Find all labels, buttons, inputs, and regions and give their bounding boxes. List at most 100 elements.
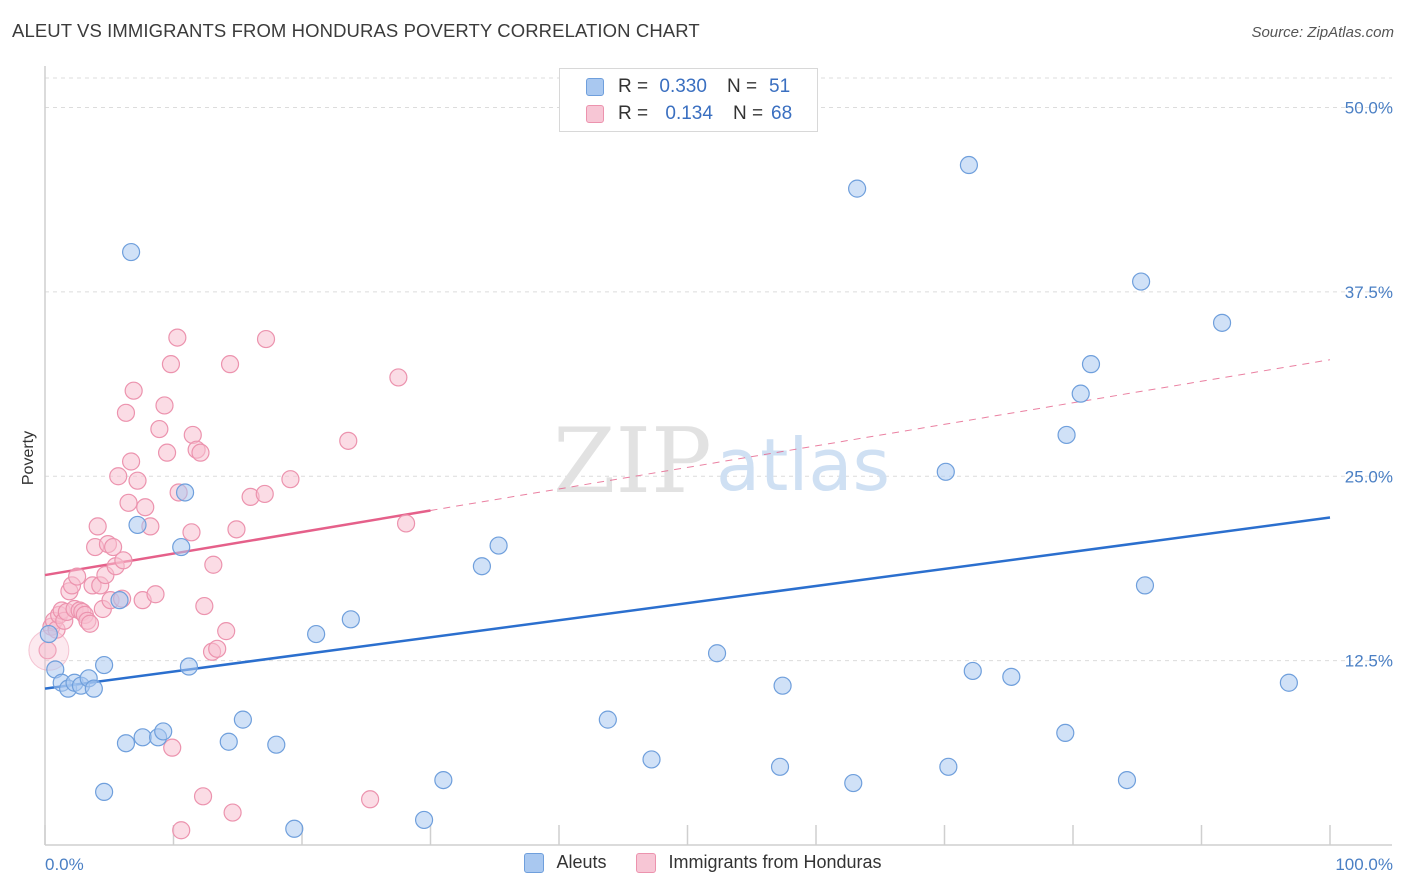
aleut-point	[472, 557, 491, 576]
honduras-point	[223, 803, 242, 822]
aleut-point	[848, 179, 867, 198]
legend-n-value-honduras: 68	[771, 103, 793, 124]
legend-swatch-aleuts	[586, 78, 604, 96]
honduras-point	[114, 551, 133, 570]
honduras-point	[396, 514, 416, 533]
aleut-point	[963, 661, 982, 681]
honduras-point	[204, 555, 223, 574]
honduras-point	[109, 467, 128, 486]
honduras-point	[80, 614, 100, 633]
honduras-point	[182, 523, 201, 542]
honduras-point	[128, 471, 147, 490]
aleut-point	[1056, 723, 1075, 743]
x-tick-label-max: 100.0%	[1335, 855, 1393, 874]
honduras-point	[68, 567, 87, 586]
aleut-point	[1081, 355, 1101, 374]
aleut-point	[939, 757, 958, 776]
aleut-points	[39, 155, 1298, 838]
aleut-point	[219, 732, 238, 751]
honduras-point	[193, 787, 213, 806]
honduras-point	[281, 470, 300, 489]
legend-r-value-honduras: 0.134	[665, 103, 713, 124]
legend-n-value-aleuts: 51	[769, 76, 791, 97]
legend-r-label: R =	[618, 103, 649, 124]
aleut-point	[121, 242, 141, 262]
x-tick-label-min: 0.0%	[45, 855, 84, 874]
legend-n-label: N =	[726, 76, 758, 97]
honduras-point	[150, 419, 169, 439]
aleut-point	[95, 655, 114, 675]
honduras-point	[119, 493, 138, 512]
aleut-point	[773, 676, 792, 695]
honduras-point	[168, 328, 187, 347]
legend-swatch-honduras	[586, 105, 604, 123]
honduras-point	[161, 355, 181, 374]
honduras-point	[361, 790, 380, 809]
legend-r-label: R =	[618, 76, 649, 97]
aleut-point	[285, 819, 304, 838]
aleut-point	[84, 679, 103, 698]
aleut-point	[434, 770, 453, 790]
aleut-point	[267, 735, 286, 754]
aleut-point	[133, 728, 152, 747]
honduras-point	[208, 639, 227, 658]
honduras-point	[116, 403, 136, 422]
aleut-point	[154, 722, 173, 741]
legend: R = 0.330 N = 51 R = 0.134 N = 68	[559, 68, 818, 132]
honduras-point	[172, 821, 191, 840]
honduras-points	[28, 328, 416, 840]
aleut-point	[1279, 673, 1298, 692]
bottom-legend-swatch-aleuts	[524, 852, 545, 873]
legend-n-label: N =	[732, 103, 764, 124]
source-label: Source: ZipAtlas.com	[1251, 24, 1394, 41]
bottom-legend-swatch-honduras	[636, 852, 657, 873]
honduras-point	[157, 443, 177, 462]
watermark-zip: ZIP	[553, 409, 712, 514]
aleut-point	[770, 757, 790, 776]
watermark-atlas: atlas	[716, 423, 890, 507]
y-axis-label: Poverty	[20, 431, 37, 485]
honduras-point	[163, 738, 182, 757]
aleut-point	[1212, 313, 1232, 332]
honduras-point	[146, 585, 165, 604]
aleut-point	[598, 710, 617, 729]
honduras-point	[191, 443, 210, 462]
aleut-point	[179, 657, 199, 676]
tick-labels: 12.5% 25.0% 37.5% 50.0% 0.0% 100.0%	[45, 99, 1393, 875]
aleut-point	[1132, 272, 1151, 291]
aleut-point	[175, 483, 195, 502]
aleut-point	[341, 610, 360, 629]
aleut-point	[642, 750, 661, 769]
aleut-point	[1002, 667, 1021, 686]
honduras-point	[220, 355, 240, 374]
aleut-point	[307, 624, 326, 644]
honduras-point	[88, 517, 107, 536]
bottom-legend: Aleuts Immigrants from Honduras	[0, 852, 1406, 873]
aleut-point	[959, 155, 979, 175]
bottom-legend-label-aleuts: Aleuts	[556, 852, 607, 872]
honduras-point	[155, 396, 174, 415]
aleut-point	[233, 710, 252, 729]
honduras-trend-line-extension	[430, 359, 1331, 511]
honduras-point	[136, 498, 155, 517]
y-tick-label: 37.5%	[1345, 283, 1393, 302]
y-tick-label: 25.0%	[1345, 467, 1393, 486]
aleut-point	[707, 644, 727, 663]
aleut-point	[95, 782, 114, 802]
legend-r-value-aleuts: 0.330	[659, 76, 707, 97]
aleut-point	[1117, 770, 1137, 790]
legend-row-aleuts: R = 0.330 N = 51	[586, 75, 790, 99]
bottom-legend-aleuts: Aleuts	[524, 852, 606, 873]
aleut-point	[489, 536, 508, 555]
honduras-point	[256, 329, 276, 349]
aleut-point	[1071, 384, 1090, 403]
aleut-trend-line	[44, 516, 1331, 690]
honduras-point	[104, 537, 123, 557]
honduras-point	[195, 596, 214, 616]
aleut-point	[844, 773, 863, 793]
honduras-point	[389, 368, 408, 387]
aleut-point	[414, 810, 434, 830]
honduras-point	[227, 520, 246, 539]
honduras-point	[121, 452, 141, 471]
